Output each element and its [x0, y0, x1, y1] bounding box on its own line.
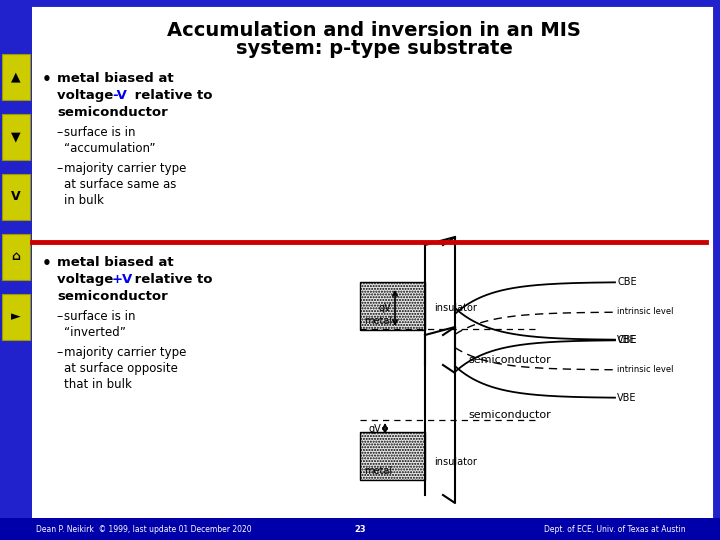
Text: that in bulk: that in bulk	[64, 378, 132, 391]
Text: VBE: VBE	[617, 393, 636, 403]
Text: metal: metal	[364, 466, 392, 476]
Bar	[360, 282, 425, 330]
Bar	[2, 294, 30, 340]
Text: Dept. of ECE, Univ. of Texas at Austin: Dept. of ECE, Univ. of Texas at Austin	[544, 524, 686, 534]
Text: semiconductor: semiconductor	[469, 355, 552, 365]
Text: ▼: ▼	[12, 131, 21, 144]
Text: relative to: relative to	[130, 89, 212, 102]
Text: insulator: insulator	[434, 303, 477, 313]
Text: at surface opposite: at surface opposite	[64, 362, 178, 375]
Text: CBE: CBE	[617, 277, 636, 287]
Text: semiconductor: semiconductor	[57, 290, 168, 303]
Text: qV: qV	[368, 423, 381, 434]
Bar	[2, 54, 30, 100]
Text: insulator: insulator	[434, 457, 477, 467]
Text: –: –	[56, 162, 62, 175]
Text: VBE: VBE	[617, 335, 636, 345]
Text: •: •	[42, 256, 52, 271]
Text: relative to: relative to	[130, 273, 212, 286]
Text: metal: metal	[364, 316, 392, 326]
Bar	[360, 432, 425, 480]
Text: –: –	[56, 310, 62, 323]
Text: semiconductor: semiconductor	[57, 106, 168, 119]
Text: •: •	[42, 72, 52, 87]
Text: Dean P. Neikirk  © 1999, last update 01 December 2020: Dean P. Neikirk © 1999, last update 01 D…	[36, 524, 251, 534]
Bar	[2, 234, 30, 280]
Text: voltage: voltage	[57, 273, 118, 286]
Text: +V: +V	[112, 273, 133, 286]
Text: -V: -V	[112, 89, 127, 102]
Text: “accumulation”: “accumulation”	[64, 142, 156, 155]
Text: intrinsic level: intrinsic level	[617, 366, 673, 375]
Text: metal biased at: metal biased at	[57, 256, 174, 269]
Text: system: p-type substrate: system: p-type substrate	[235, 38, 513, 57]
Text: surface is in: surface is in	[64, 126, 135, 139]
Text: surface is in: surface is in	[64, 310, 135, 323]
Text: “inverted”: “inverted”	[64, 326, 126, 339]
Text: in bulk: in bulk	[64, 194, 104, 207]
Text: ▲: ▲	[12, 71, 21, 84]
Bar	[2, 114, 30, 160]
Text: ⌂: ⌂	[12, 251, 20, 264]
Text: voltage: voltage	[57, 89, 118, 102]
Text: intrinsic level: intrinsic level	[617, 307, 673, 316]
Text: metal biased at: metal biased at	[57, 72, 174, 85]
Text: qV: qV	[378, 303, 391, 313]
Bar	[0, 518, 720, 540]
Text: ►: ►	[12, 310, 21, 323]
Text: at surface same as: at surface same as	[64, 178, 176, 191]
Text: CBE: CBE	[617, 335, 636, 345]
Text: –: –	[56, 126, 62, 139]
Text: majority carrier type: majority carrier type	[64, 162, 186, 175]
Text: 23: 23	[354, 524, 366, 534]
Text: majority carrier type: majority carrier type	[64, 346, 186, 359]
Bar	[0, 0, 32, 540]
Text: semiconductor: semiconductor	[469, 410, 552, 420]
Text: Accumulation and inversion in an MIS: Accumulation and inversion in an MIS	[167, 21, 581, 39]
Bar	[2, 174, 30, 220]
Text: V: V	[12, 191, 21, 204]
Text: –: –	[56, 346, 62, 359]
